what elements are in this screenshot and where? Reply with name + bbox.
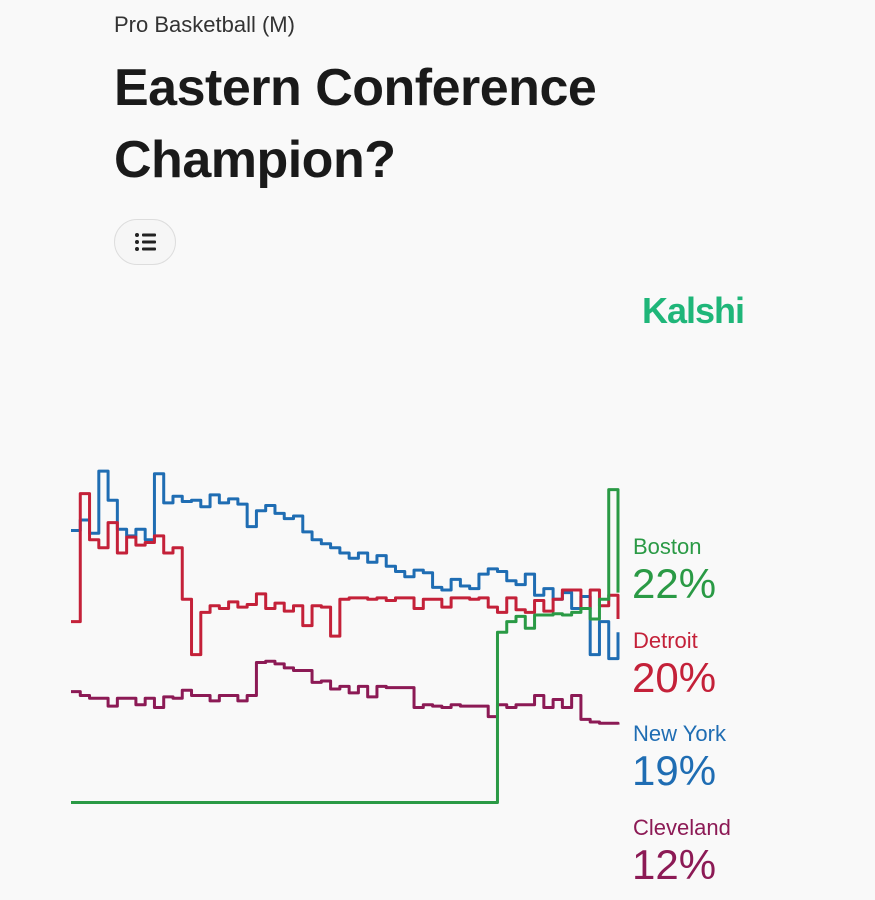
series-line [71, 488, 620, 804]
series-line [71, 469, 620, 661]
legend-name: Boston [633, 534, 702, 559]
value-label: 19% [632, 747, 716, 794]
menu-button[interactable] [114, 219, 176, 265]
legend-name: New York [633, 721, 727, 746]
series-line [71, 492, 620, 657]
title-line: Eastern Conference [114, 59, 597, 117]
series-line [71, 659, 620, 725]
menu-icon [135, 233, 156, 251]
value-label: 22% [632, 560, 716, 607]
legend-name: Cleveland [633, 815, 731, 840]
category: Pro Basketball (M) [114, 12, 295, 37]
title: Eastern Conference Champion? [114, 52, 597, 196]
legend-name: Detroit [633, 628, 698, 653]
value-label: 12% [632, 841, 716, 888]
logo: Kalshi [642, 290, 745, 331]
value-label: 20% [632, 654, 716, 701]
title-line: Champion? [114, 131, 396, 189]
